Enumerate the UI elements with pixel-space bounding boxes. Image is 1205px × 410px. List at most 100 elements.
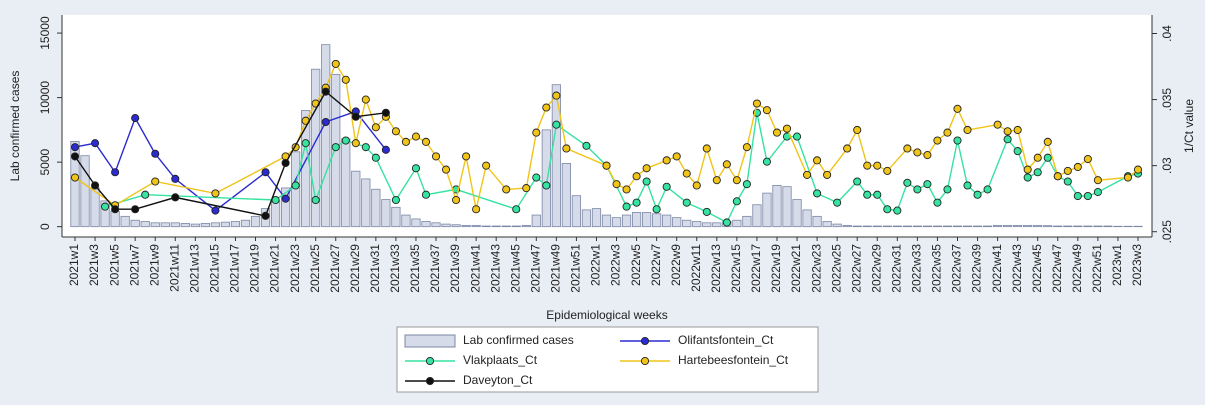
bar [241, 220, 249, 226]
x-tick-label: 2021w29 [348, 244, 362, 293]
bar [191, 224, 199, 227]
bar [763, 193, 771, 227]
bar [1084, 226, 1092, 227]
x-tick-label: 2022w41 [990, 244, 1004, 293]
x-tick-label: 2022w15 [729, 244, 743, 293]
x-tick-label: 2021w23 [288, 244, 302, 293]
marker [152, 178, 159, 185]
y2-tick-label: .025 [1160, 220, 1174, 244]
marker [172, 175, 179, 182]
bar [602, 215, 610, 227]
marker [984, 186, 991, 193]
marker [352, 113, 359, 120]
bar [833, 224, 841, 227]
x-tick-label: 2022w9 [669, 244, 683, 286]
bar [231, 222, 239, 227]
x-tick-label: 2021w41 [468, 244, 482, 293]
x-tick-label: 2021w1 [67, 244, 81, 286]
legend-marker [426, 377, 433, 384]
marker [352, 140, 359, 147]
marker [884, 167, 891, 174]
marker [212, 190, 219, 197]
marker [643, 165, 650, 172]
x-tick-label: 2021w47 [528, 244, 542, 293]
bar [693, 222, 701, 227]
marker [553, 121, 560, 128]
marker [463, 153, 470, 160]
x-tick-label: 2022w25 [829, 244, 843, 293]
marker [844, 145, 851, 152]
bar [111, 211, 119, 226]
bar [412, 219, 420, 227]
marker [884, 206, 891, 213]
bar [863, 226, 871, 227]
legend-label: Hartebeesfontein_Ct [678, 353, 789, 367]
bar [502, 226, 510, 227]
marker [292, 182, 299, 189]
marker [452, 196, 459, 203]
marker [332, 60, 339, 67]
x-tick-label: 2021w39 [448, 244, 462, 293]
bar [161, 223, 169, 227]
x-tick-label: 2022w21 [789, 244, 803, 293]
marker [282, 159, 289, 166]
marker [954, 105, 961, 112]
marker [372, 124, 379, 131]
bar [703, 223, 711, 227]
marker [71, 144, 78, 151]
x-tick-label: 2021w19 [248, 244, 262, 293]
marker [543, 104, 550, 111]
marker [1084, 192, 1091, 199]
marker [412, 133, 419, 140]
bar [632, 212, 640, 226]
x-tick-label: 2022w47 [1050, 244, 1064, 293]
bar [672, 218, 680, 227]
x-tick-label: 2021w43 [488, 244, 502, 293]
x-tick-label: 2022w31 [889, 244, 903, 293]
marker [854, 126, 861, 133]
marker [653, 206, 660, 213]
x-tick-label: 2022w1 [589, 244, 603, 286]
bar [713, 223, 721, 227]
marker [142, 191, 149, 198]
bar [211, 223, 219, 227]
marker [362, 96, 369, 103]
marker [1054, 173, 1061, 180]
marker [934, 199, 941, 206]
y-tick-label: 10000 [38, 81, 52, 115]
x-tick-label: 2022w51 [1090, 244, 1104, 293]
bar [362, 179, 370, 227]
marker [1134, 166, 1141, 173]
marker [974, 191, 981, 198]
bar [512, 226, 520, 227]
bar [783, 187, 791, 227]
marker [71, 153, 78, 160]
legend-label: Lab confirmed cases [463, 333, 574, 347]
marker [322, 118, 329, 125]
marker [132, 206, 139, 213]
x-tick-label: 2022w45 [1030, 244, 1044, 293]
marker [813, 157, 820, 164]
bar [943, 226, 951, 227]
marker [382, 109, 389, 116]
x-tick-label: 2022w3 [609, 244, 623, 286]
marker [864, 191, 871, 198]
bar [973, 226, 981, 227]
marker [412, 165, 419, 172]
x-tick-label: 2022w35 [930, 244, 944, 293]
marker [633, 199, 640, 206]
bar [983, 226, 991, 227]
marker [382, 146, 389, 153]
bar [953, 226, 961, 227]
legend-label: Olifantsfontein_Ct [678, 333, 774, 347]
marker [212, 207, 219, 214]
marker [914, 149, 921, 156]
marker [442, 166, 449, 173]
marker [924, 181, 931, 188]
bar [913, 226, 921, 227]
bar [402, 215, 410, 227]
marker [763, 158, 770, 165]
marker [743, 144, 750, 151]
marker [91, 182, 98, 189]
